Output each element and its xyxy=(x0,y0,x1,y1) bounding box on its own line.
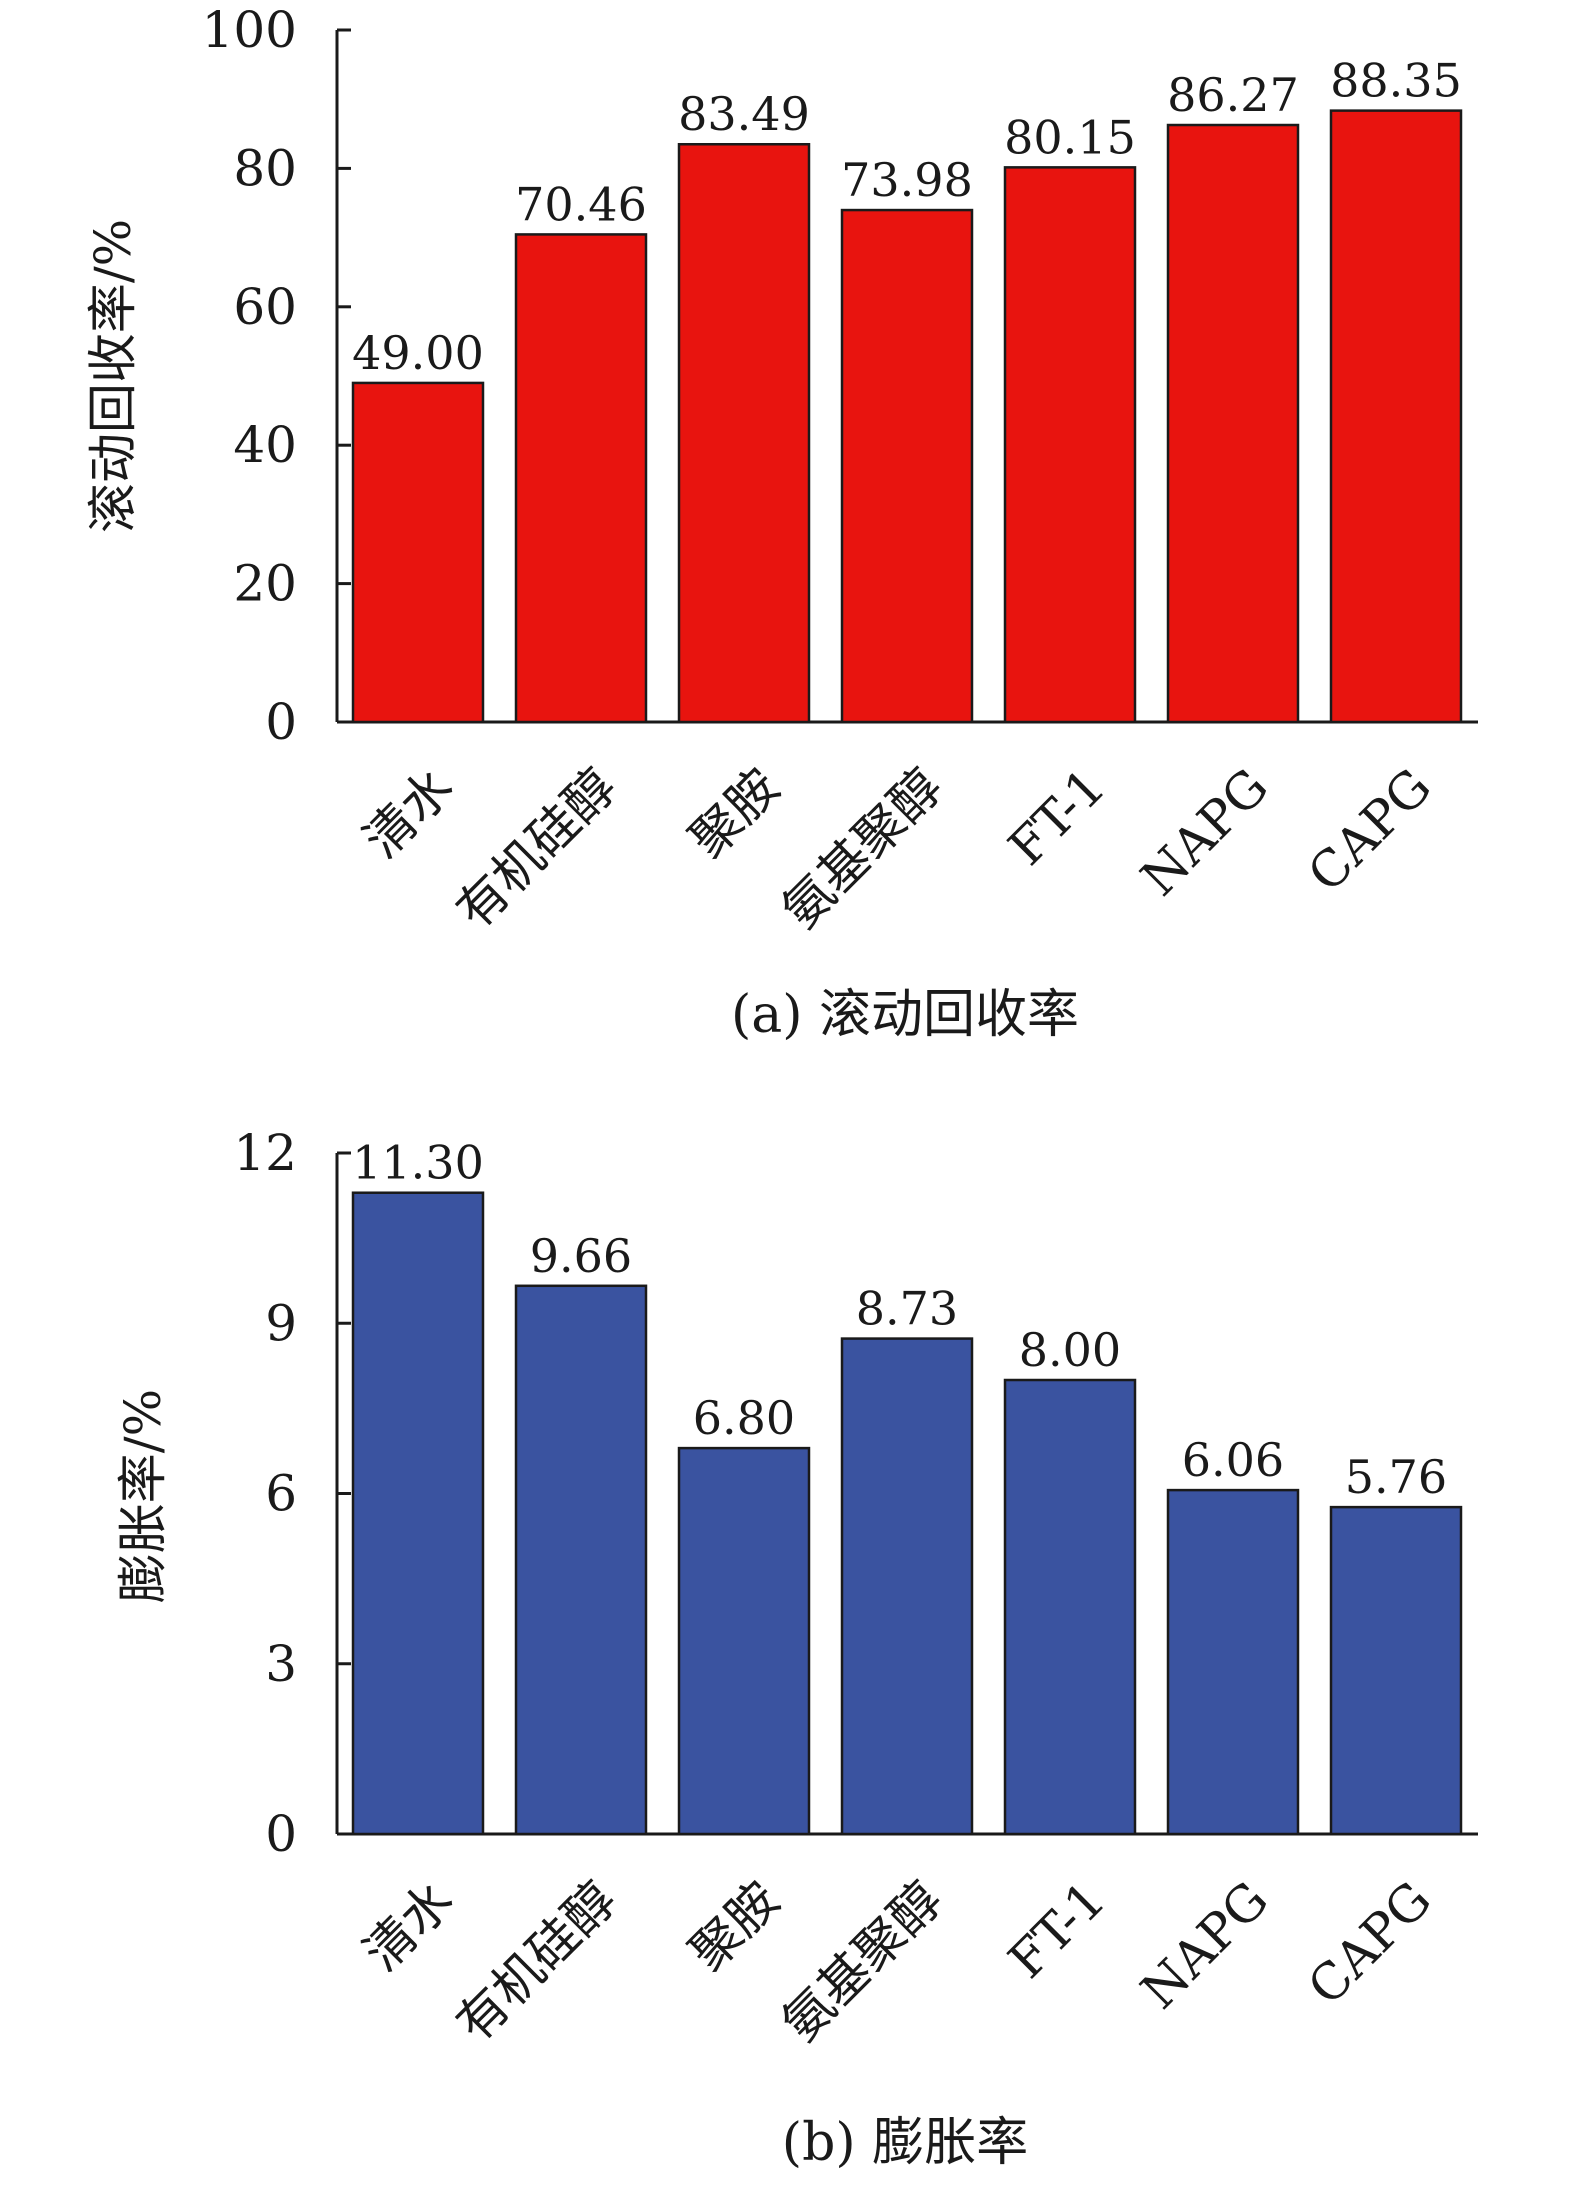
b-bar xyxy=(351,1191,485,1836)
a-y-tick-label: 100 xyxy=(202,1,297,59)
b-data-label: 8.73 xyxy=(856,1282,958,1336)
b-data-label: 6.80 xyxy=(693,1391,795,1445)
b-y-tick-label: 6 xyxy=(265,1465,297,1523)
a-y-tick-label: 80 xyxy=(233,139,297,197)
b-data-label: 5.76 xyxy=(1345,1450,1447,1504)
b-category-label: 有机硅醇 xyxy=(445,1870,627,2052)
b-bar xyxy=(514,1284,648,1836)
a-bar xyxy=(1329,109,1463,724)
b-category-label: FT-1 xyxy=(997,1870,1116,1989)
b-y-tick-label: 0 xyxy=(265,1805,297,1863)
a-y-tick-label: 60 xyxy=(233,278,297,336)
a-data-label: 86.27 xyxy=(1167,68,1299,122)
a-category-label: 清水 xyxy=(353,757,465,869)
b-bar xyxy=(840,1337,974,1836)
a-category-label: FT-1 xyxy=(997,757,1116,876)
panel-a-chart: 0 20 40 60 80 100 49.00 清水 70.46 有机硅醇 83.49 聚胺 73.98… xyxy=(84,1,1478,1045)
b-data-label: 6.06 xyxy=(1182,1433,1284,1487)
a-category-label: 氨基聚醇 xyxy=(771,757,953,939)
b-category-label: 清水 xyxy=(353,1870,465,1982)
b-bar xyxy=(1329,1505,1463,1836)
a-y-axis-title: 滚动回收率/% xyxy=(84,219,142,533)
b-y-axis-title: 膨胀率/% xyxy=(114,1389,172,1603)
a-data-label: 80.15 xyxy=(1004,110,1136,164)
a-data-label: 73.98 xyxy=(841,153,973,207)
b-data-label: 11.30 xyxy=(352,1136,484,1190)
a-data-label: 88.35 xyxy=(1330,54,1462,108)
b-bar xyxy=(1003,1378,1137,1836)
b-bar xyxy=(677,1446,811,1836)
a-data-label: 83.49 xyxy=(678,87,810,141)
b-category-label: NAPG xyxy=(1130,1870,1280,2020)
a-caption: (a) 滚动回收率 xyxy=(731,985,1079,1045)
b-caption: (b) 膨胀率 xyxy=(782,2113,1028,2173)
panel-b-chart: 0 3 6 9 12 11.30 清水 9.66 有机硅醇 6.80 聚胺 8.73 氨基聚醇 8.00 F… xyxy=(114,1124,1478,2173)
a-bar xyxy=(351,381,485,724)
b-category-label: 聚胺 xyxy=(679,1870,791,1982)
b-data-label: 8.00 xyxy=(1019,1323,1121,1377)
a-bar xyxy=(840,208,974,724)
b-y-tick-label: 3 xyxy=(265,1635,297,1693)
a-data-label: 70.46 xyxy=(515,177,647,231)
a-bar xyxy=(1166,123,1300,724)
a-bar xyxy=(677,142,811,724)
b-category-label: 氨基聚醇 xyxy=(771,1870,953,2052)
a-category-label: 有机硅醇 xyxy=(445,757,627,939)
a-y-tick-label: 20 xyxy=(233,555,297,613)
b-category-label: CAPG xyxy=(1297,1870,1443,2016)
a-y-tick-label: 40 xyxy=(233,416,297,474)
a-data-label: 49.00 xyxy=(352,326,484,380)
a-category-label: 聚胺 xyxy=(679,757,791,869)
a-bar xyxy=(1003,166,1137,724)
b-y-tick-label: 12 xyxy=(233,1124,297,1182)
a-bar xyxy=(514,233,648,724)
b-y-tick-label: 9 xyxy=(265,1294,297,1352)
b-data-label: 9.66 xyxy=(530,1229,632,1283)
a-category-label: CAPG xyxy=(1297,757,1443,903)
a-y-tick-label: 0 xyxy=(265,693,297,751)
b-bar xyxy=(1166,1488,1300,1836)
a-category-label: NAPG xyxy=(1130,757,1280,907)
